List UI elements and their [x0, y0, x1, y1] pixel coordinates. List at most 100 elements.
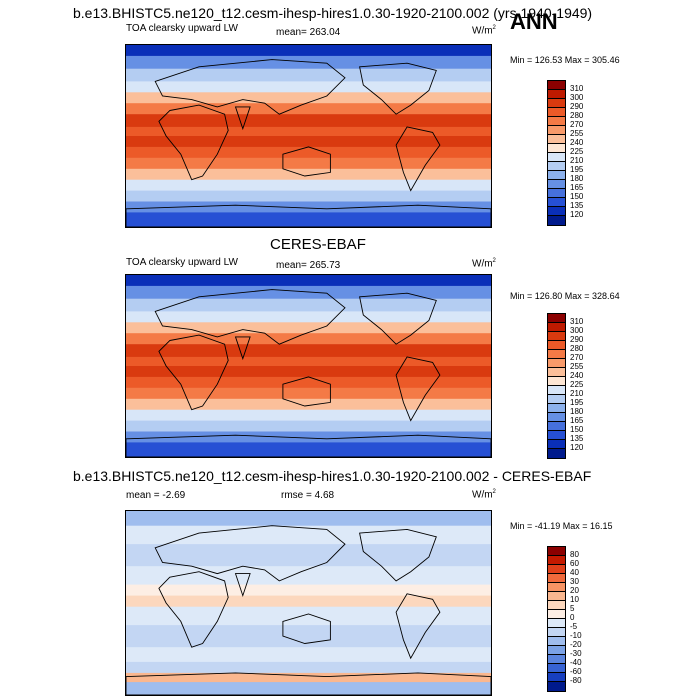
colorbar-tick-label: 40 — [570, 568, 579, 577]
colorbar-swatch — [548, 431, 565, 440]
map-diff — [125, 510, 492, 696]
colorbar-tick-label: 30 — [570, 577, 579, 586]
colorbar-swatch — [548, 207, 565, 216]
colorbar-tick-label: -10 — [570, 631, 582, 640]
colorbar-swatch — [548, 682, 565, 691]
panel-unit-label: W/m2 — [472, 489, 496, 501]
colorbar-tick-label: 280 — [570, 111, 584, 120]
section-title: b.e13.BHISTC5.ne120_t12.cesm-ihesp-hires… — [73, 468, 592, 484]
colorbar-tick-label: 225 — [570, 147, 584, 156]
colorbar-swatch — [548, 628, 565, 637]
minmax-label: Min = -41.19 Max = 16.15 — [510, 521, 613, 531]
colorbar-tick-label: 300 — [570, 326, 584, 335]
colorbar-tick-label: 165 — [570, 183, 584, 192]
colorbar-tick-label: 180 — [570, 407, 584, 416]
colorbar-tick-label: 310 — [570, 317, 584, 326]
colorbar-swatch — [548, 189, 565, 198]
colorbar-tick-label: 135 — [570, 201, 584, 210]
plot-title: b.e13.BHISTC5.ne120_t12.cesm-ihesp-hires… — [73, 5, 593, 21]
colorbar-swatch — [548, 449, 565, 458]
colorbar-swatch — [548, 565, 565, 574]
colorbar-swatch — [548, 341, 565, 350]
colorbar-tick-label: 290 — [570, 102, 584, 111]
map-obs — [125, 274, 492, 458]
colorbar-swatch — [548, 556, 565, 565]
colorbar-swatch — [548, 153, 565, 162]
colorbar-swatch — [548, 574, 565, 583]
colorbar-swatch — [548, 664, 565, 673]
colorbar-tick-label: -60 — [570, 667, 582, 676]
panel-mean-label: mean= 263.04 — [276, 27, 341, 38]
colorbar-tick-label: 310 — [570, 84, 584, 93]
colorbar-diff — [547, 546, 566, 692]
minmax-label: Min = 126.80 Max = 328.64 — [510, 291, 620, 301]
colorbar-swatch — [548, 350, 565, 359]
colorbar-swatch — [548, 619, 565, 628]
colorbar-swatch — [548, 610, 565, 619]
colorbar-tick-label: 0 — [570, 613, 575, 622]
colorbar-swatch — [548, 583, 565, 592]
season-label: ANN — [510, 9, 558, 34]
colorbar-tick-label: 270 — [570, 120, 584, 129]
colorbar-swatch — [548, 440, 565, 449]
colorbar-swatch — [548, 592, 565, 601]
colorbar-swatch — [548, 601, 565, 610]
colorbar-tick-label: 10 — [570, 595, 579, 604]
colorbar-tick-label: 135 — [570, 434, 584, 443]
panel-unit-label: W/m2 — [472, 258, 496, 270]
colorbar-tick-label: -5 — [570, 622, 578, 631]
colorbar-swatch — [548, 144, 565, 153]
colorbar-swatch — [548, 359, 565, 368]
colorbar-tick-label: 165 — [570, 416, 584, 425]
colorbar-tick-label: 195 — [570, 165, 584, 174]
colorbar-tick-label: 280 — [570, 344, 584, 353]
colorbar-tick-label: 210 — [570, 156, 584, 165]
colorbar-swatch — [548, 404, 565, 413]
colorbar-swatch — [548, 99, 565, 108]
minmax-label: Min = 126.53 Max = 305.46 — [510, 55, 620, 65]
colorbar-swatch — [548, 332, 565, 341]
panel-variable-label: TOA clearsky upward LW — [126, 257, 238, 268]
panel-variable-label: TOA clearsky upward LW — [126, 23, 238, 34]
colorbar-tick-label: 5 — [570, 604, 575, 613]
colorbar-swatch — [548, 126, 565, 135]
colorbar-obs — [547, 313, 566, 459]
colorbar-swatch — [548, 180, 565, 189]
colorbar-tick-label: 60 — [570, 559, 579, 568]
colorbar-tick-label: 290 — [570, 335, 584, 344]
colorbar-swatch — [548, 216, 565, 225]
colorbar-swatch — [548, 646, 565, 655]
panel-mean-label: mean = -2.69 — [126, 490, 186, 501]
panel-unit-label: W/m2 — [472, 25, 496, 37]
colorbar-tick-label: 240 — [570, 371, 584, 380]
colorbar-swatch — [548, 422, 565, 431]
map-model — [125, 44, 492, 228]
colorbar-tick-label: 240 — [570, 138, 584, 147]
colorbar-swatch — [548, 386, 565, 395]
colorbar-tick-label: -80 — [570, 676, 582, 685]
colorbar-tick-label: -40 — [570, 658, 582, 667]
panel-rmse-label: rmse = 4.68 — [281, 490, 335, 501]
colorbar-swatch — [548, 135, 565, 144]
colorbar-swatch — [548, 171, 565, 180]
colorbar-swatch — [548, 655, 565, 664]
colorbar-swatch — [548, 637, 565, 646]
colorbar-swatch — [548, 413, 565, 422]
section-title: CERES-EBAF — [270, 236, 366, 253]
colorbar-swatch — [548, 314, 565, 323]
colorbar-swatch — [548, 323, 565, 332]
colorbar-swatch — [548, 81, 565, 90]
colorbar-tick-label: 300 — [570, 93, 584, 102]
colorbar-tick-label: 20 — [570, 586, 579, 595]
colorbar-swatch — [548, 108, 565, 117]
colorbar-swatch — [548, 162, 565, 171]
colorbar-swatch — [548, 90, 565, 99]
colorbar-swatch — [548, 117, 565, 126]
colorbar-model — [547, 80, 566, 226]
colorbar-swatch — [548, 198, 565, 207]
colorbar-swatch — [548, 395, 565, 404]
colorbar-swatch — [548, 673, 565, 682]
colorbar-swatch — [548, 377, 565, 386]
colorbar-tick-label: 195 — [570, 398, 584, 407]
panel-mean-label: mean= 265.73 — [276, 260, 341, 271]
